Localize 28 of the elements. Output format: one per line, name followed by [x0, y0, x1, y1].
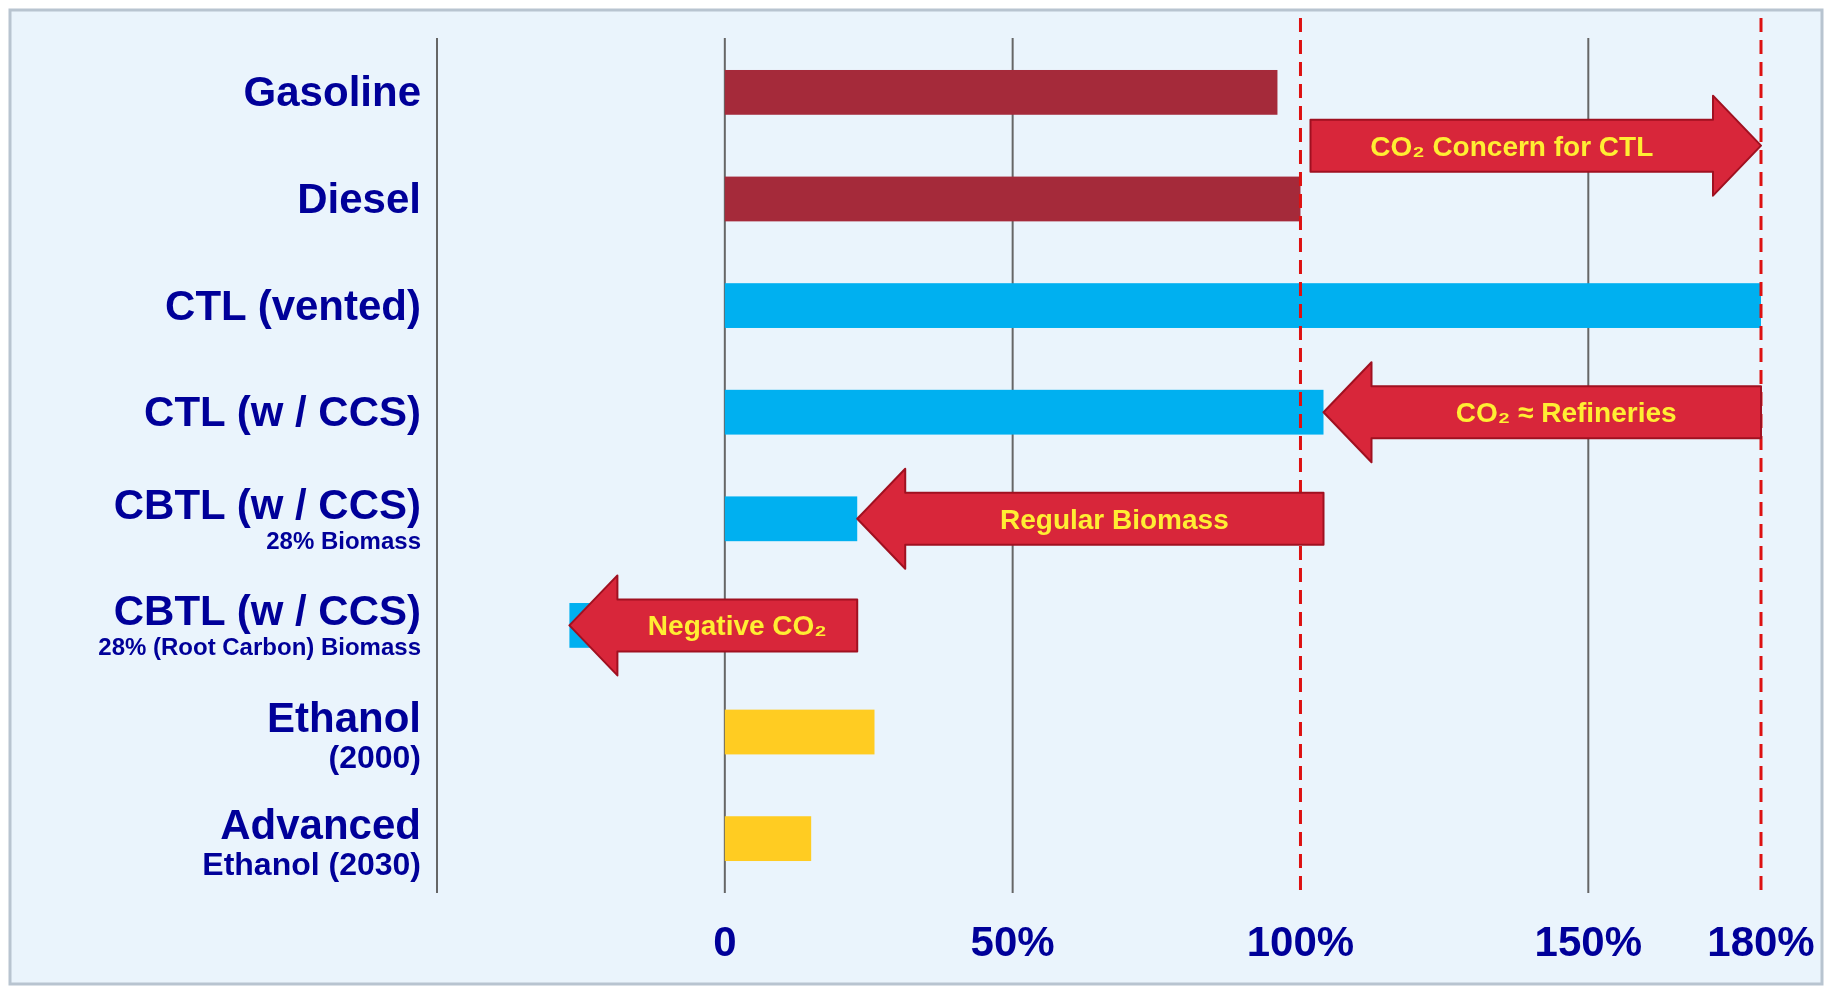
y-tick-label: CTL (vented): [165, 281, 421, 329]
x-tick-label: 180%: [1707, 918, 1815, 965]
arrow-icon: CO₂ Concern for CTL: [1309, 94, 1762, 197]
bar: [724, 709, 875, 755]
annotation: CO₂ Concern for CTL: [1370, 130, 1654, 162]
y-tick-label: Gasoline: [243, 68, 421, 116]
y-tick-label: CBTL (w / CCS) 28% (Root Carbon) Biomass: [98, 587, 421, 661]
y-tick-label: Ethanol (2000): [267, 694, 421, 776]
arrow-icon: Regular Biomass: [856, 467, 1325, 570]
annotation: Negative CO₂: [647, 610, 827, 642]
arrow-icon: Negative CO₂: [568, 574, 859, 677]
bar: [724, 496, 858, 542]
x-tick-label: 100%: [1246, 918, 1355, 965]
x-tick-label: 50%: [970, 918, 1055, 965]
y-tick-label: CTL (w / CCS): [144, 388, 421, 436]
bar: [724, 176, 1301, 222]
arrow-icon: CO₂ ≈ Refineries: [1322, 361, 1762, 464]
bar: [724, 389, 1324, 435]
annotation: Regular Biomass: [999, 503, 1229, 535]
y-tick-label: CBTL (w / CCS) 28% Biomass: [113, 480, 421, 554]
x-tick-label: 150%: [1534, 918, 1643, 965]
bar: [724, 283, 1761, 328]
bar: [724, 69, 1278, 115]
annotation: CO₂ ≈ Refineries: [1455, 397, 1677, 429]
y-tick-label: Advanced Ethanol (2030): [202, 800, 421, 882]
bar: [724, 816, 812, 862]
x-tick-label: 0: [713, 918, 737, 965]
y-tick-label: Diesel: [297, 174, 421, 222]
